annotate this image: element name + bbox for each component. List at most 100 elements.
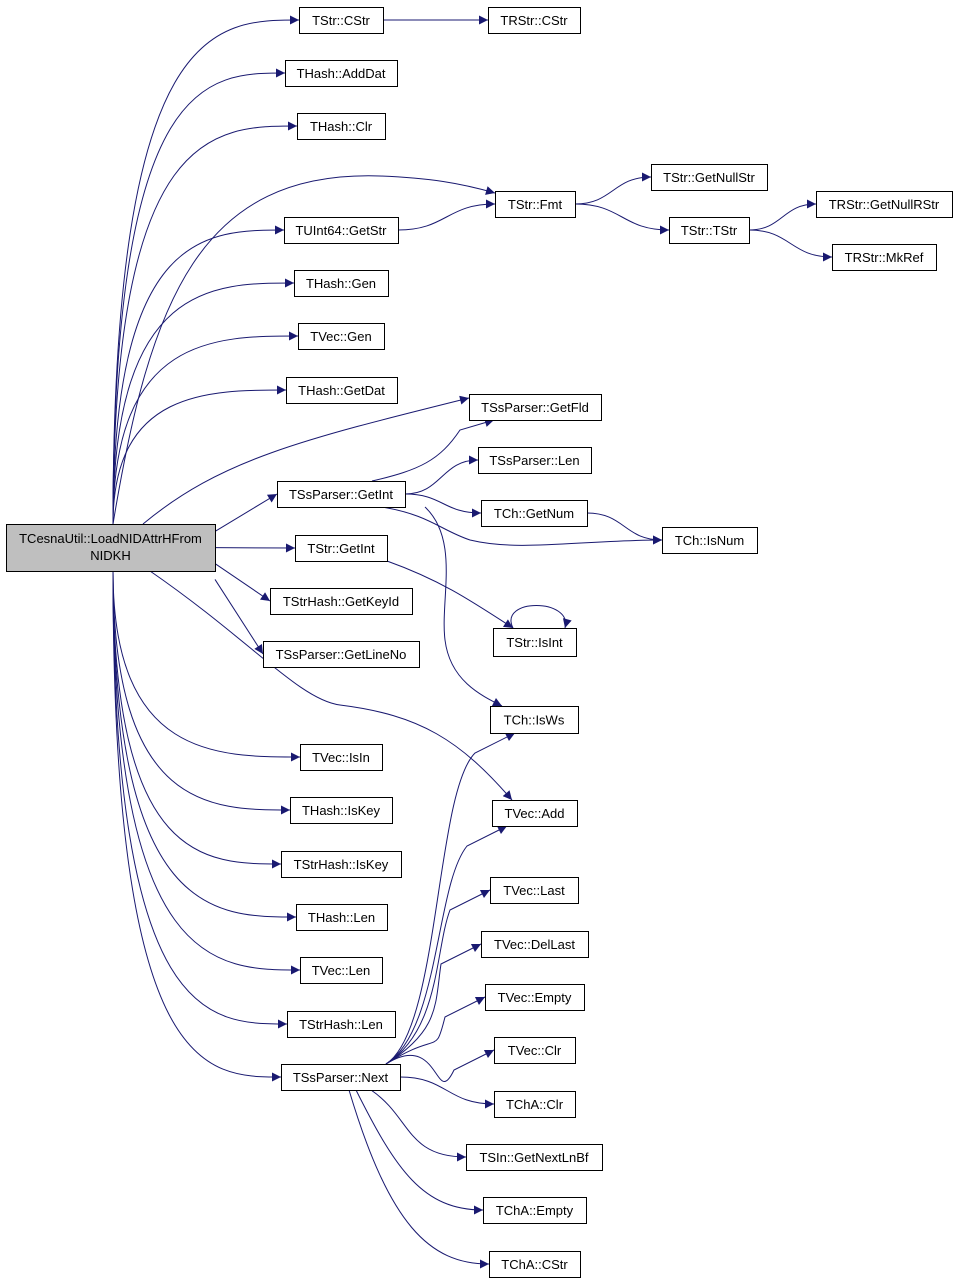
node-label: TRStr::GetNullRStr xyxy=(829,197,940,212)
node-tvec-clr[interactable]: TVec::Clr xyxy=(494,1037,576,1064)
node-tssparser-getint[interactable]: TSsParser::GetInt xyxy=(277,481,406,508)
node-box xyxy=(294,270,389,297)
node-label: TStr::GetNullStr xyxy=(663,170,755,185)
node-box xyxy=(485,984,585,1011)
node-tch-getnum[interactable]: TCh::GetNum xyxy=(481,500,588,527)
node-box xyxy=(298,323,385,350)
edge-tssparser_next-to-tsin_getnextlnbf xyxy=(370,1089,467,1162)
edge-tch_getnum-to-tch_isnum xyxy=(586,512,663,545)
node-label: TChA::Clr xyxy=(506,1097,564,1112)
node-box xyxy=(290,797,393,824)
edge-tuint64_getstr-to-tstr_fmt xyxy=(397,199,496,231)
node-thash-iskey[interactable]: THash::IsKey xyxy=(290,797,393,824)
node-tch-isws[interactable]: TCh::IsWs xyxy=(490,706,579,734)
node-tstr-isint[interactable]: TStr::IsInt xyxy=(493,628,577,657)
node-label: THash::GetDat xyxy=(298,383,385,398)
edge-root-to-tssparser_getfld xyxy=(142,395,470,525)
node-tuint64-getstr[interactable]: TUInt64::GetStr xyxy=(284,217,399,244)
node-box xyxy=(483,1197,587,1224)
node-tvec-empty[interactable]: TVec::Empty xyxy=(485,984,585,1011)
node-label: TStr::IsInt xyxy=(506,635,563,650)
node-box xyxy=(263,641,420,668)
node-tstr-fmt[interactable]: TStr::Fmt xyxy=(495,191,576,218)
edge-tssparser_next-to-tvec_empty xyxy=(385,996,486,1065)
node-thash-getdat[interactable]: THash::GetDat xyxy=(286,377,398,404)
node-tssparser-getlineno[interactable]: TSsParser::GetLineNo xyxy=(263,641,420,668)
node-box xyxy=(296,904,388,931)
node-trstr-mkref[interactable]: TRStr::MkRef xyxy=(832,244,937,271)
node-tstr-cstr[interactable]: TStr::CStr xyxy=(299,7,384,34)
node-tch-isnum[interactable]: TCh::IsNum xyxy=(662,527,758,554)
node-tstr-tstr[interactable]: TStr::TStr xyxy=(669,217,750,244)
node-box xyxy=(297,113,386,140)
edge-root-to-tvec_add xyxy=(149,570,513,801)
edge-tssparser_next-to-tcha_empty xyxy=(355,1089,484,1215)
node-box xyxy=(488,7,581,34)
node-tstrhash-iskey[interactable]: TStrHash::IsKey xyxy=(281,851,402,878)
edge-tssparser_getint-to-tssparser_getfld xyxy=(371,418,495,482)
edge-tssparser_next-to-tvec_add xyxy=(385,825,508,1065)
edge-tssparser_next-to-tvec_last xyxy=(385,889,491,1065)
node-tvec-gen[interactable]: TVec::Gen xyxy=(298,323,385,350)
node-tvec-last[interactable]: TVec::Last xyxy=(490,877,579,904)
node-tcha-cstr[interactable]: TChA::CStr xyxy=(489,1251,581,1278)
node-label: TCh::IsWs xyxy=(504,713,565,728)
edge-tssparser_getint-to-tch_getnum xyxy=(404,493,482,518)
node-label: TSsParser::GetLineNo xyxy=(276,647,407,662)
node-label: TStrHash::GetKeyId xyxy=(283,594,399,609)
edge-root-to-tstr_fmt xyxy=(112,175,496,525)
node-tstr-getint[interactable]: TStr::GetInt xyxy=(295,535,388,562)
node-label: TRStr::CStr xyxy=(500,13,568,28)
node-tstr-getnullstr[interactable]: TStr::GetNullStr xyxy=(651,164,768,191)
node-thash-adddat[interactable]: THash::AddDat xyxy=(285,60,398,87)
node-label: TSsParser::Next xyxy=(293,1070,389,1085)
node-tvec-add[interactable]: TVec::Add xyxy=(492,800,578,827)
node-tvec-isin[interactable]: TVec::IsIn xyxy=(300,744,383,771)
edge-root-to-thash_getdat xyxy=(112,385,287,525)
node-box xyxy=(662,527,758,554)
node-label: THash::Len xyxy=(308,910,375,925)
node-label: TVec::DelLast xyxy=(494,937,575,952)
node-label: TStrHash::IsKey xyxy=(294,857,389,872)
node-box xyxy=(489,1251,581,1278)
node-box xyxy=(300,957,383,984)
node-tcha-empty[interactable]: TChA::Empty xyxy=(483,1197,587,1224)
node-label: TUInt64::GetStr xyxy=(295,223,387,238)
node-box xyxy=(295,535,388,562)
node-tstrhash-getkeyid[interactable]: TStrHash::GetKeyId xyxy=(270,588,413,615)
node-thash-gen[interactable]: THash::Gen xyxy=(294,270,389,297)
node-tssparser-next[interactable]: TSsParser::Next xyxy=(281,1064,401,1091)
node-tsin-getnextlnbf[interactable]: TSIn::GetNextLnBf xyxy=(466,1144,603,1171)
node-box xyxy=(284,217,399,244)
node-box xyxy=(300,744,383,771)
node-label: TStrHash::Len xyxy=(299,1017,383,1032)
node-box xyxy=(281,851,402,878)
edge-root-to-thash_clr xyxy=(112,121,298,525)
node-trstr-getnullrstr[interactable]: TRStr::GetNullRStr xyxy=(816,191,953,218)
node-tvec-dellast[interactable]: TVec::DelLast xyxy=(481,931,589,958)
node-box xyxy=(494,1091,576,1118)
edge-root-to-tssparser_next xyxy=(112,570,282,1082)
node-box xyxy=(816,191,953,218)
node-tstrhash-len[interactable]: TStrHash::Len xyxy=(287,1011,396,1038)
node-thash-clr[interactable]: THash::Clr xyxy=(297,113,386,140)
node-tvec-len[interactable]: TVec::Len xyxy=(300,957,383,984)
node-label: TSsParser::GetFld xyxy=(481,400,589,415)
node-thash-len[interactable]: THash::Len xyxy=(296,904,388,931)
node-label: TSsParser::Len xyxy=(489,453,579,468)
node-box xyxy=(651,164,768,191)
node-box xyxy=(481,931,589,958)
edge-tstr_tstr-to-trstr_getnullrstr xyxy=(748,199,817,231)
node-box xyxy=(669,217,750,244)
node-label: THash::IsKey xyxy=(302,803,381,818)
node-trstr-cstr[interactable]: TRStr::CStr xyxy=(488,7,581,34)
node-label: TVec::Len xyxy=(312,963,371,978)
node-box xyxy=(466,1144,603,1171)
node-tssparser-len[interactable]: TSsParser::Len xyxy=(478,447,592,474)
node-tssparser-getfld[interactable]: TSsParser::GetFld xyxy=(469,394,602,421)
node-label: TVec::IsIn xyxy=(312,750,370,765)
node-tcha-clr[interactable]: TChA::Clr xyxy=(494,1091,576,1118)
node-label: TCesnaUtil::LoadNIDAttrHFrom xyxy=(19,531,202,546)
